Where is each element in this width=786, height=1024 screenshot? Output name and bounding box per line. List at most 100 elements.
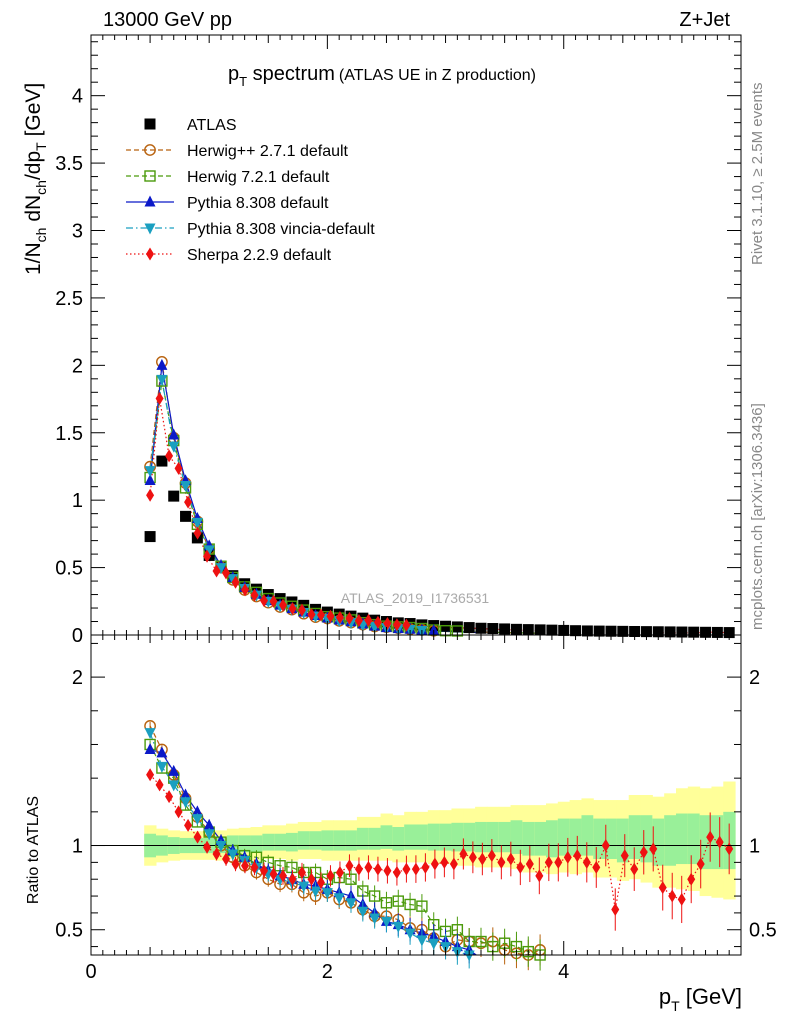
mc-ratio-point (620, 849, 629, 863)
mc-spectrum-point (203, 545, 215, 557)
mc-spectrum-point (193, 526, 202, 540)
band-inner-bin (439, 823, 452, 851)
y-tick-label-top: 0.5 (55, 558, 83, 580)
mc-ratio-point (563, 850, 572, 864)
mc-ratio-point (297, 865, 306, 879)
mc-ratio-point (658, 881, 667, 895)
mc-ratio-point (677, 892, 686, 906)
y-tick-label-top: 1.5 (55, 423, 83, 445)
mc-ratio-point (611, 903, 620, 917)
legend-label: Pythia 8.308 default (187, 195, 329, 212)
mc-ratio-point (392, 865, 401, 879)
mc-ratio-point (354, 862, 363, 876)
y-tick-label-top: 2.5 (55, 288, 83, 310)
mc-ratio-point (368, 890, 381, 902)
mc-ratio-point (516, 860, 525, 874)
rivet-label: Rivet 3.1.10, ≥ 2.5M events (749, 83, 766, 266)
mc-ratio-point (404, 928, 416, 940)
legend-label: ATLAS (187, 117, 237, 134)
mc-ratio-point (250, 860, 259, 874)
mc-spectrum-point (146, 488, 155, 502)
mc-spectrum-point (222, 566, 231, 580)
mc-ratio-point (468, 850, 477, 864)
mc-ratio-point (554, 855, 563, 869)
mc-ratio-line (149, 725, 541, 955)
mc-ratio-point (345, 859, 354, 873)
mc-ratio-point (392, 921, 404, 933)
atlas-data-point (522, 624, 534, 636)
mc-ratio-point (146, 768, 155, 782)
mc-ratio-point (156, 761, 168, 773)
legend-label: Herwig++ 2.7.1 default (187, 143, 349, 160)
mc-spectrum-point (383, 617, 392, 631)
band-inner-bin (321, 830, 334, 851)
mc-ratio-point (288, 872, 297, 886)
mc-ratio-point (392, 895, 404, 907)
mc-ratio-point (203, 829, 215, 841)
legend-marker (144, 118, 156, 130)
mc-spectrum-point (174, 461, 183, 475)
mc-ratio-point (601, 839, 610, 853)
mc-ratio-point (278, 869, 287, 883)
mc-spectrum-point (428, 624, 440, 636)
mc-ratio-point (487, 849, 496, 863)
mc-ratio-point (715, 835, 724, 849)
band-inner-bin (238, 835, 252, 853)
atlas-data-point (487, 623, 499, 635)
mc-ratio-point (421, 860, 430, 874)
mc-spectrum-point (335, 610, 344, 624)
mc-spectrum-line (149, 361, 541, 634)
mc-spectrum-point (155, 391, 164, 405)
mc-ratio-point (459, 847, 468, 861)
legend-marker (146, 247, 154, 261)
band-inner-bin (522, 821, 535, 856)
atlas-data-point (144, 531, 156, 543)
mc-ratio-point (144, 728, 156, 740)
band-inner-bin (286, 832, 299, 852)
mc-ratio-point (203, 818, 215, 830)
mc-spectrum-point (373, 615, 382, 629)
mc-spectrum-point (156, 358, 168, 370)
mc-ratio-point (449, 857, 458, 871)
mc-ratio-point (369, 913, 381, 925)
band-inner-bin (664, 815, 677, 866)
mc-ratio-point (373, 862, 382, 876)
mc-ratio-point (345, 898, 357, 910)
mc-ratio-point (380, 916, 392, 928)
mc-spectrum-point (392, 618, 401, 632)
mc-spectrum-point (250, 588, 259, 602)
mc-ratio-point (156, 746, 168, 758)
mc-spectrum-line (149, 398, 730, 634)
band-inner-bin (593, 818, 606, 859)
band-inner-bin (250, 835, 263, 853)
mc-spectrum-point (156, 374, 168, 386)
mc-spectrum-point (144, 466, 156, 478)
mc-spectrum-point (269, 594, 278, 608)
header-left: 13000 GeV pp (103, 9, 232, 31)
y-tick-label-bottom-right: 2 (749, 667, 760, 689)
band-inner-bin (451, 822, 464, 852)
mc-ratio-point (193, 830, 202, 844)
mc-ratio-point (428, 938, 440, 950)
mc-spectrum-point (168, 428, 180, 440)
mc-ratio-point (463, 950, 475, 962)
band-inner-bin (687, 813, 701, 865)
band-inner-bin (557, 818, 571, 856)
mc-spectrum-point (212, 564, 221, 578)
legend: ATLAS Herwig++ 2.7.1 default Herwig 7.2.1 … (126, 117, 375, 264)
mc-ratio-point (335, 865, 344, 879)
band-inner-bin (546, 820, 559, 858)
mc-ratio-point (316, 876, 325, 890)
mc-ratio-point (269, 867, 278, 881)
band-inner-bin (333, 830, 346, 851)
band-inner-bin (498, 821, 512, 853)
band-inner-bin (368, 827, 382, 850)
band-inner-bin (628, 815, 642, 859)
mc-ratio-point (191, 805, 203, 817)
x-axis-label: pT [GeV] (659, 984, 742, 1014)
mc-ratio-point (383, 864, 392, 878)
mc-ratio-point (326, 869, 335, 883)
x-tick-label: 2 (322, 961, 333, 983)
chart-title: pT spectrum (ATLAS UE in Z production) (228, 63, 536, 89)
